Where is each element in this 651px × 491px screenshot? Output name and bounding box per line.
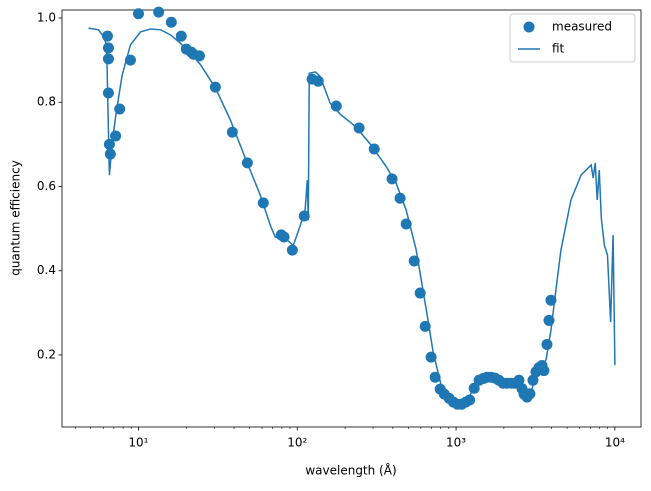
data-point <box>102 53 114 65</box>
x-tick-label: 10⁴ <box>605 436 625 450</box>
legend-box <box>509 13 636 63</box>
y-tick-label: 1.0 <box>37 11 56 25</box>
y-axis-label: quantum efficiency <box>9 160 23 276</box>
data-point <box>175 30 187 42</box>
y-tick-label: 0.2 <box>37 347 56 361</box>
x-axis-label: wavelength (Å) <box>305 463 396 478</box>
data-point <box>286 244 298 256</box>
legend-label: measured <box>552 20 612 34</box>
x-tick-label: 10³ <box>446 436 466 450</box>
data-point <box>132 8 144 20</box>
data-point <box>102 42 114 54</box>
legend-marker <box>523 21 535 33</box>
data-point <box>353 122 365 134</box>
legend-label: fit <box>552 42 565 56</box>
x-tick-label: 10² <box>287 436 307 450</box>
axes-frame <box>61 9 642 428</box>
data-point <box>165 16 177 28</box>
fit-line <box>88 27 616 406</box>
data-point <box>104 148 116 160</box>
data-point <box>153 6 165 18</box>
y-tick-label: 0.4 <box>37 263 56 277</box>
data-point <box>226 126 238 138</box>
data-point <box>541 338 553 350</box>
data-point <box>538 365 550 377</box>
data-point <box>330 100 342 112</box>
data-point <box>193 50 205 62</box>
data-point <box>102 87 114 99</box>
y-tick-label: 0.8 <box>37 95 56 109</box>
data-point <box>298 210 310 222</box>
data-point <box>464 394 476 406</box>
x-tick-label: 10¹ <box>128 436 148 450</box>
y-tick-label: 0.6 <box>37 179 56 193</box>
